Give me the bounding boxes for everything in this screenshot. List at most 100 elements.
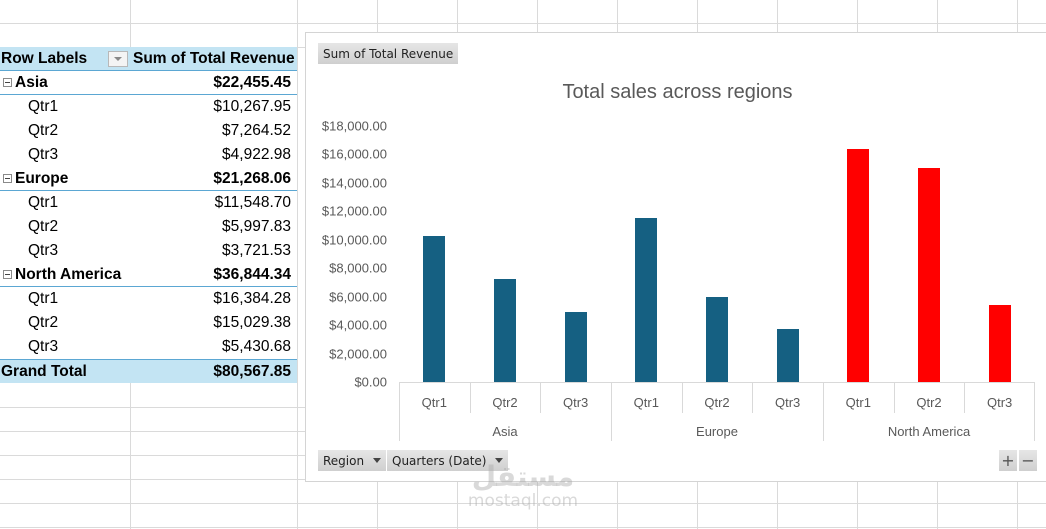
- collapse-icon[interactable]: [3, 174, 12, 183]
- y-tick-label: $4,000.00: [329, 317, 387, 333]
- pivot-row[interactable]: Qtr1 $11,548.70: [0, 191, 297, 215]
- y-tick-label: $8,000.00: [329, 260, 387, 276]
- pivot-row[interactable]: Qtr2 $5,997.83: [0, 215, 297, 239]
- collapse-icon[interactable]: [3, 270, 12, 279]
- value-field-button[interactable]: Sum of Total Revenue: [318, 43, 459, 64]
- row-label: Qtr1: [28, 98, 59, 115]
- x-tick-label: Qtr3: [775, 395, 801, 410]
- region-field-button[interactable]: Region: [318, 450, 387, 471]
- group-total: $21,268.06: [213, 169, 291, 187]
- bar[interactable]: [564, 311, 587, 382]
- grand-total-value: $80,567.85: [213, 362, 291, 380]
- bar[interactable]: [918, 168, 940, 382]
- x-tick-label: Qtr2: [704, 395, 730, 410]
- pivot-row[interactable]: Qtr3 $3,721.53: [0, 239, 297, 263]
- region-field-label: Region: [323, 453, 365, 468]
- pivot-row[interactable]: Qtr3 $5,430.68: [0, 335, 297, 359]
- row-label: Qtr3: [28, 338, 59, 355]
- row-value: $3,721.53: [222, 242, 291, 259]
- x-tick-divider: [823, 383, 824, 441]
- watermark-arabic-text: مستقل: [471, 460, 575, 493]
- value-field-header[interactable]: Sum of Total Revenue: [133, 49, 295, 67]
- dropdown-arrow-icon: [495, 458, 504, 463]
- bar[interactable]: [423, 235, 446, 382]
- x-tick-label: Qtr1: [845, 395, 871, 410]
- bar[interactable]: [635, 217, 658, 382]
- x-tick-divider: [681, 383, 683, 413]
- y-tick-label: $14,000.00: [321, 175, 387, 191]
- row-value: $5,430.68: [222, 338, 291, 355]
- x-tick-label: Qtr3: [563, 395, 589, 410]
- bar[interactable]: [776, 329, 799, 382]
- expand-field-button[interactable]: +: [999, 450, 1017, 471]
- x-tick-divider: [469, 383, 471, 413]
- chart-title[interactable]: Total sales across regions: [562, 81, 793, 103]
- x-tick-label: Qtr3: [987, 395, 1013, 410]
- bar[interactable]: [494, 278, 516, 382]
- y-tick-label: $2,000.00: [329, 346, 387, 362]
- x-tick-divider: [1034, 383, 1035, 441]
- row-value: $7,264.52: [222, 122, 291, 139]
- row-label: Qtr2: [28, 314, 59, 331]
- x-tick-divider: [893, 383, 895, 413]
- row-label: Qtr3: [28, 242, 59, 259]
- row-value: $16,384.28: [213, 290, 291, 307]
- row-divider: [0, 23, 1046, 24]
- plot-area[interactable]: [399, 126, 1035, 382]
- pivot-group-row-asia[interactable]: Asia $22,455.45: [0, 71, 297, 95]
- grand-total-row[interactable]: Grand Total $80,567.85: [0, 359, 297, 383]
- collapse-icon[interactable]: [3, 78, 12, 87]
- x-tick-label: Qtr2: [916, 395, 942, 410]
- pivot-chart[interactable]: Sum of Total Revenue Total sales across …: [305, 32, 1046, 482]
- row-labels-header[interactable]: Row Labels: [1, 49, 88, 67]
- bar[interactable]: [847, 148, 870, 382]
- pivot-group-row-europe[interactable]: Europe $21,268.06: [0, 167, 297, 191]
- group-label: North America: [15, 265, 122, 283]
- row-label: Qtr1: [28, 194, 59, 211]
- watermark-latin-text: mostaql.com: [467, 491, 579, 511]
- group-total: $36,844.34: [213, 265, 291, 283]
- group-label: Asia: [15, 73, 48, 91]
- region-group-label: Europe: [696, 424, 738, 439]
- row-label: Qtr3: [28, 146, 59, 163]
- x-tick-label: Qtr1: [633, 395, 659, 410]
- row-divider: [0, 527, 1046, 528]
- bar[interactable]: [706, 296, 728, 382]
- pivot-row[interactable]: Qtr1 $16,384.28: [0, 287, 297, 311]
- column-divider: [297, 0, 298, 529]
- x-tick-divider: [964, 383, 966, 413]
- watermark-logo: مستقل mostaql.com: [458, 460, 588, 511]
- row-label: Qtr2: [28, 218, 59, 235]
- quarters-field-label: Quarters (Date): [392, 453, 487, 468]
- pivot-header-row[interactable]: Row Labels Sum of Total Revenue: [0, 47, 297, 71]
- x-tick-label: Qtr1: [421, 395, 447, 410]
- x-tick-divider: [399, 383, 400, 441]
- x-axis[interactable]: Qtr1 Qtr2 Qtr3 Qtr1 Qtr2 Qtr3 Qtr1 Qtr2 Qtr3 Asia…: [399, 382, 1035, 441]
- pivot-group-row-north-america[interactable]: North America $36,844.34: [0, 263, 297, 287]
- bar[interactable]: [988, 304, 1011, 382]
- x-tick-divider: [540, 383, 542, 413]
- region-group-label: North America: [887, 424, 971, 439]
- grand-total-label: Grand Total: [1, 362, 87, 380]
- plus-icon: +: [1001, 451, 1015, 470]
- row-label: Qtr2: [28, 122, 59, 139]
- row-value: $11,548.70: [214, 194, 291, 211]
- pivot-table: Row Labels Sum of Total Revenue Asia $22…: [0, 47, 297, 383]
- x-tick-divider: [752, 383, 754, 413]
- collapse-field-button[interactable]: −: [1019, 450, 1037, 471]
- region-group-label: Asia: [492, 424, 518, 439]
- row-value: $10,267.95: [213, 98, 291, 115]
- y-tick-label: $16,000.00: [321, 146, 387, 162]
- row-labels-filter-dropdown-icon[interactable]: [108, 51, 128, 67]
- pivot-row[interactable]: Qtr2 $15,029.38: [0, 311, 297, 335]
- y-tick-label: $0.00: [354, 374, 387, 390]
- x-tick-divider: [611, 383, 612, 441]
- row-divider: [0, 503, 1046, 504]
- pivot-row[interactable]: Qtr2 $7,264.52: [0, 119, 297, 143]
- minus-icon: −: [1021, 451, 1035, 470]
- pivot-row[interactable]: Qtr3 $4,922.98: [0, 143, 297, 167]
- pivot-row[interactable]: Qtr1 $10,267.95: [0, 95, 297, 119]
- quarters-field-button[interactable]: Quarters (Date): [387, 450, 509, 471]
- x-tick-label: Qtr2: [492, 395, 518, 410]
- value-field-button-label: Sum of Total Revenue: [323, 46, 454, 61]
